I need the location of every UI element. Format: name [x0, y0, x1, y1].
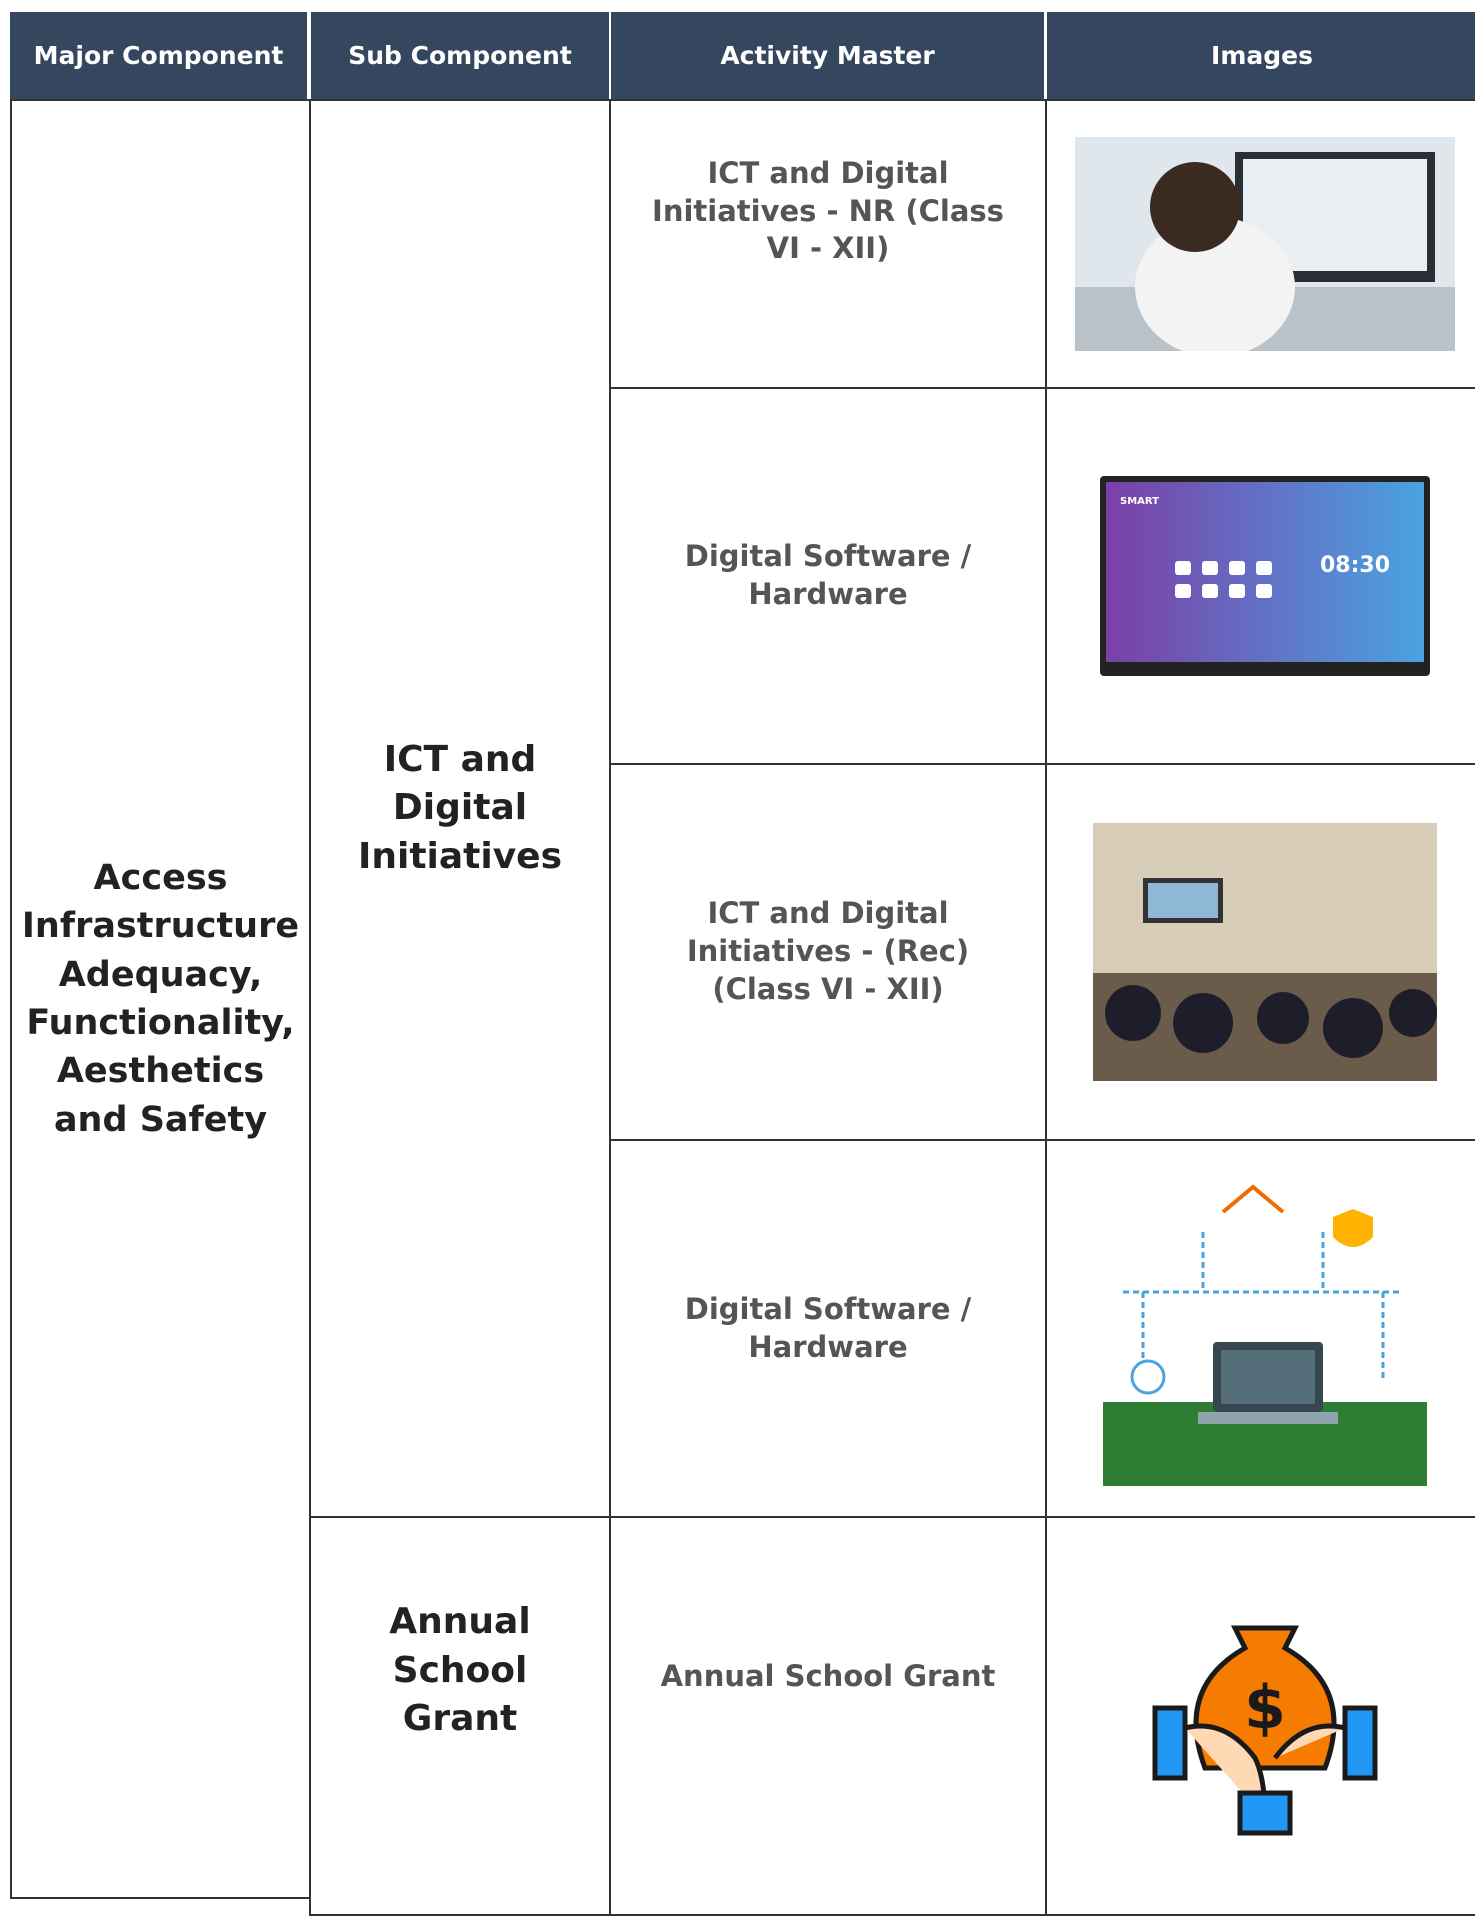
activity: Annual School Grant	[609, 1516, 1047, 1916]
activity: Digital Software / Hardware	[609, 1139, 1047, 1518]
screen-time: 08:30	[1320, 553, 1390, 578]
activity: Digital Software / Hardware	[609, 387, 1047, 765]
image-cell: SMART 08:30	[1045, 387, 1475, 765]
activity: ICT and Digital Initiatives - NR (Class …	[609, 99, 1047, 389]
major-component: Access Infrastructure Adequacy, Function…	[10, 99, 311, 1899]
photo-classroom	[1093, 823, 1437, 1081]
iot-illustration	[1103, 1183, 1427, 1486]
activity: ICT and Digital Initiatives - (Rec) (Cla…	[609, 763, 1047, 1141]
sub-component: Annual School Grant	[309, 1516, 611, 1916]
image-cell	[1045, 1139, 1475, 1518]
photo-computer	[1075, 137, 1455, 351]
svg-text:$: $	[1244, 1673, 1286, 1743]
sub-component: ICT and Digital Initiatives	[309, 99, 611, 1518]
image-cell	[1045, 763, 1475, 1141]
image-cell: $	[1045, 1516, 1475, 1916]
header-cell: Images	[1047, 12, 1475, 99]
header-cell: Activity Master	[611, 12, 1044, 99]
smart-board: SMART 08:30	[1100, 476, 1430, 676]
header-cell: Sub Component	[311, 12, 609, 99]
image-cell	[1045, 99, 1475, 389]
grant-icon: $	[1152, 1625, 1378, 1836]
screen-brand: SMART	[1120, 496, 1159, 507]
header-cell: Major Component	[10, 12, 307, 99]
